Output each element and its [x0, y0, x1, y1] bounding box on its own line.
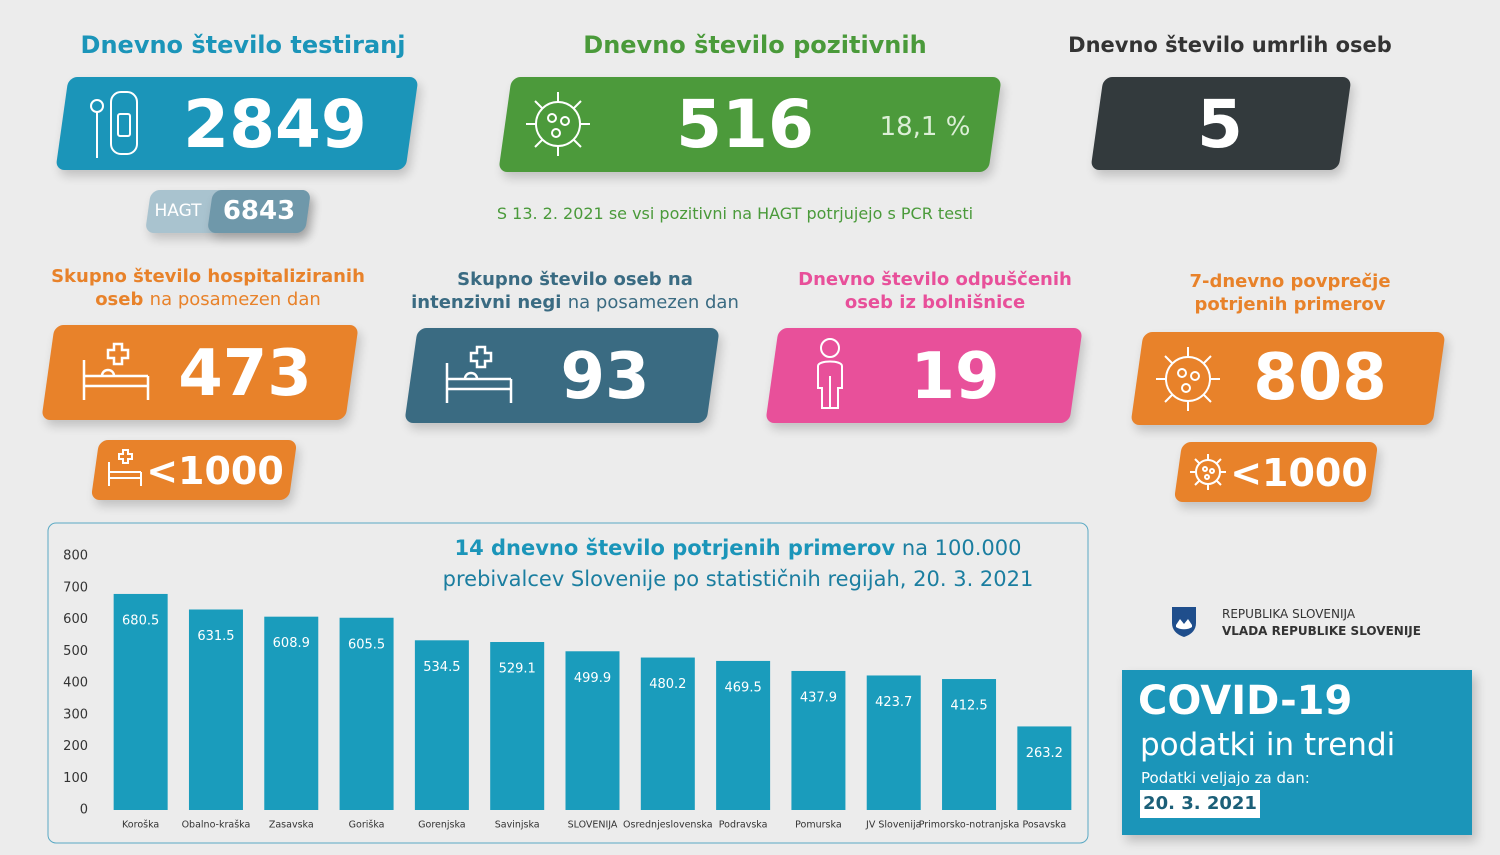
org-name: REPUBLIKA SLOVENIJA	[1222, 607, 1356, 621]
bar	[1017, 726, 1072, 810]
x-tick-label: Gorenjska	[418, 820, 465, 831]
discharged-value: 19	[910, 340, 1000, 414]
value-label: 469.5	[725, 680, 762, 695]
chart-subtitle: prebivalcev Slovenije po statističnih re…	[443, 567, 1034, 591]
tests-title: Dnevno število testiranj	[80, 31, 406, 59]
virus-icon	[1156, 347, 1220, 411]
bar	[264, 616, 319, 810]
deaths-title: Dnevno število umrlih oseb	[1068, 33, 1392, 57]
positive-note: S 13. 2. 2021 se vsi pozitivni na HAGT p…	[496, 204, 974, 223]
bar	[866, 675, 921, 810]
coat-of-arms	[1172, 607, 1196, 637]
bar	[716, 660, 771, 810]
hagt-value: 6843	[222, 196, 296, 226]
x-tick-label: Primorsko-notranjska	[919, 820, 1020, 831]
tests-value: 2849	[183, 86, 367, 163]
value-label: 608.9	[273, 636, 310, 651]
x-tick-label: Goriška	[349, 820, 385, 831]
bar	[188, 609, 243, 810]
y-tick-label: 500	[63, 644, 88, 659]
date: 20. 3. 2021	[1140, 790, 1260, 818]
icu-title-bold: Skupno število oseb na intenzivni negi	[411, 269, 693, 314]
avg7-title: 7-dnevno povprečje potrjenih primerov	[1189, 271, 1391, 316]
bar	[565, 651, 620, 810]
y-tick-label: 800	[63, 549, 88, 564]
y-tick-label: 200	[63, 739, 88, 754]
x-tick-label: Podravska	[719, 820, 768, 831]
x-tick-label: Obalno-kraška	[182, 820, 251, 831]
chart-title-bold: 14 dnevno število potrjenih primerov	[454, 536, 895, 560]
bed-icon	[82, 342, 150, 400]
date-label: Podatki veljajo za dan:	[1141, 769, 1310, 787]
value-label: 499.9	[574, 671, 611, 686]
hospitalized-title: Skupno število hospitaliziranih oseb na …	[48, 265, 368, 312]
bar	[490, 642, 545, 810]
bar	[113, 593, 168, 810]
test-icon	[90, 91, 138, 158]
bar	[942, 679, 997, 810]
value-label: 534.5	[423, 660, 460, 675]
x-tick-label: Posavska	[1022, 820, 1066, 831]
chart-frame	[47, 522, 1089, 844]
y-tick-label: 700	[63, 580, 88, 595]
x-tick-label: Zasavska	[269, 820, 314, 831]
virus-icon-small	[1190, 454, 1226, 490]
hospitalized-threshold: <1000	[146, 449, 284, 493]
bar	[791, 670, 846, 810]
icu-value: 93	[560, 340, 650, 414]
x-tick-label: Koroška	[122, 820, 159, 831]
bed-icon-small	[108, 449, 142, 486]
hospitalized-value: 473	[178, 337, 312, 411]
value-label: 605.5	[348, 637, 385, 652]
x-tick-label: SLOVENIJA	[568, 820, 618, 831]
hospitalized-title-bold: Skupno število hospitaliziranih oseb	[51, 266, 365, 311]
y-tick-label: 600	[63, 612, 88, 627]
chart-title: 14 dnevno število potrjenih primerov na …	[454, 536, 1021, 560]
value-label: 480.2	[649, 677, 686, 692]
bed-icon	[445, 345, 513, 403]
bar	[414, 640, 469, 810]
value-label: 437.9	[800, 690, 837, 705]
x-tick-label: JV Slovenija	[865, 820, 921, 831]
positive-title: Dnevno število pozitivnih	[583, 31, 927, 59]
value-label: 412.5	[950, 699, 987, 714]
positive-share: 18,1 %	[879, 112, 971, 142]
y-tick-label: 0	[80, 803, 88, 818]
x-tick-label: Osrednjeslovenska	[623, 820, 713, 831]
hagt-label: HAGT	[154, 201, 202, 221]
icu-title-rest: na posamezen dan	[567, 292, 739, 314]
value-label: 680.5	[122, 613, 159, 628]
y-tick-label: 300	[63, 707, 88, 722]
discharged-title: Dnevno število odpuščenih oseb iz bolniš…	[798, 269, 1072, 314]
value-label: 263.2	[1026, 746, 1063, 761]
chart-title-rest: na 100.000	[902, 536, 1022, 560]
value-label: 631.5	[197, 629, 234, 644]
virus-icon	[526, 92, 590, 156]
bar	[640, 657, 695, 810]
covid-headline: COVID-19	[1138, 678, 1353, 724]
hospitalized-title-rest: na posamezen dan	[149, 289, 321, 311]
positive-value: 516	[676, 86, 814, 163]
value-label: 529.1	[499, 662, 536, 677]
y-tick-label: 100	[63, 771, 88, 786]
x-tick-label: Savinjska	[495, 820, 540, 831]
x-tick-label: Pomurska	[795, 820, 842, 831]
gov-name: VLADA REPUBLIKE SLOVENIJE	[1222, 624, 1421, 638]
deaths-value: 5	[1197, 86, 1243, 163]
covid-subtitle: podatki in trendi	[1140, 727, 1396, 763]
bar	[339, 617, 394, 810]
value-label: 423.7	[875, 695, 912, 710]
icu-title: Skupno število oseb na intenzivni negi n…	[405, 268, 745, 315]
avg7-threshold: <1000	[1230, 451, 1368, 495]
avg7-value: 808	[1253, 341, 1387, 415]
y-tick-label: 400	[63, 676, 88, 691]
person-icon	[817, 338, 843, 409]
